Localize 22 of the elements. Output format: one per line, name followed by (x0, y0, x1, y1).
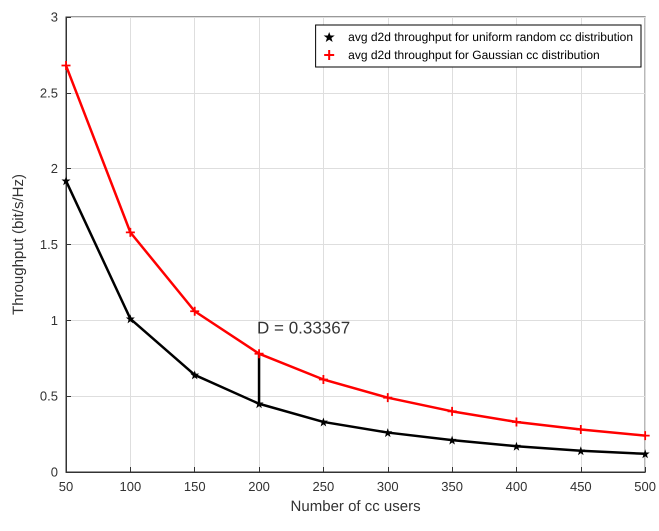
x-tick-label: 200 (248, 479, 270, 494)
y-axis-title: Throughput (bit/s/Hz) (10, 174, 27, 315)
y-tick-label: 1 (50, 312, 58, 328)
x-tick-label: 100 (120, 479, 142, 494)
x-tick-label: 50 (58, 479, 74, 494)
y-tick-label: 2.5 (40, 85, 58, 100)
legend-label: avg d2d throughput for uniform random cc distribution (348, 30, 634, 44)
legend-label: avg d2d throughput for Gaussian cc distribution (348, 48, 600, 62)
y-tick-label: 2 (50, 161, 58, 176)
x-tick-label: 450 (570, 479, 592, 494)
x-axis-title: Number of cc users (290, 498, 421, 515)
y-tick-label: 3 (50, 10, 58, 24)
y-tick-label: 1.5 (40, 237, 58, 252)
x-tick-label: 250 (312, 479, 334, 494)
x-tick-label: 300 (376, 479, 399, 494)
y-tick-label: 0 (50, 464, 58, 480)
y-tick-label: 0.5 (40, 388, 58, 404)
x-tick-label: 350 (441, 479, 463, 494)
annotation: D = 0.33367 (257, 318, 350, 338)
x-tick-label: 500 (634, 479, 656, 494)
x-tick-label: 400 (506, 479, 528, 494)
x-tick-label: 150 (184, 479, 206, 494)
